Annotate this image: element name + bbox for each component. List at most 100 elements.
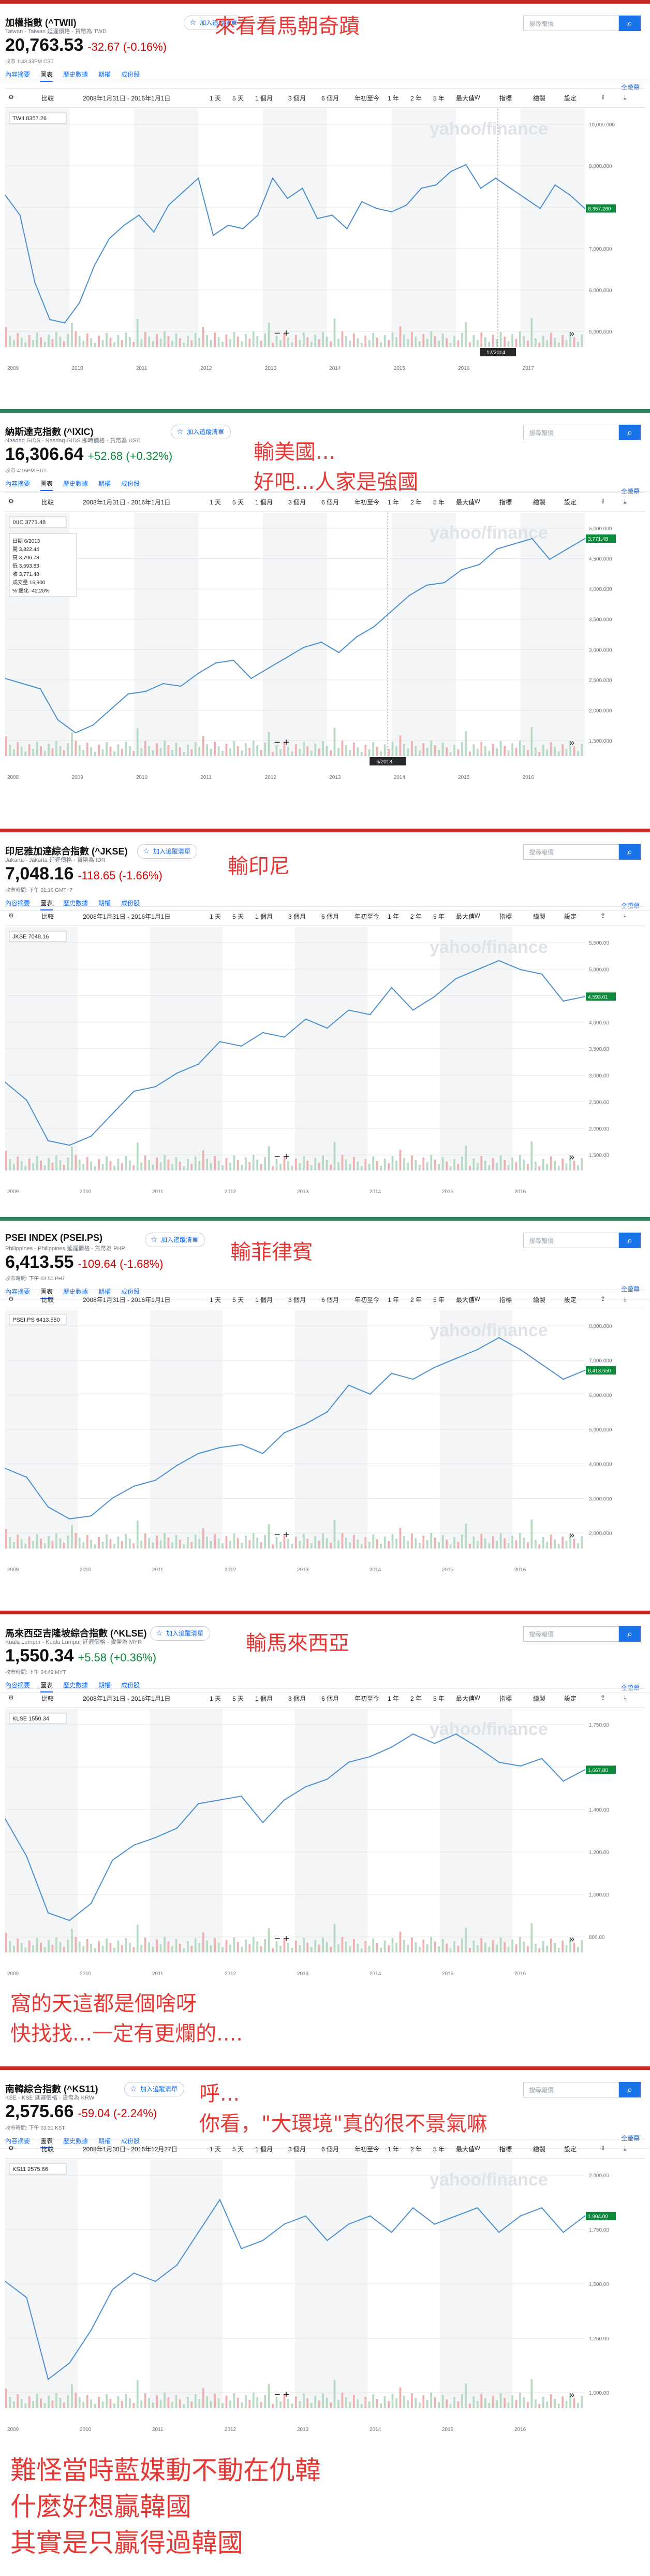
compare-button[interactable]: 比較: [41, 1296, 54, 1304]
scroll-right-icon[interactable]: »: [569, 2390, 574, 2400]
share-icon[interactable]: ⇪: [600, 1694, 606, 1701]
settings-button[interactable]: 設定: [564, 1296, 577, 1304]
add-watchlist-button[interactable]: ☆ 加入追蹤清單: [171, 425, 231, 439]
tab-2[interactable]: 歷史數據: [63, 1682, 88, 1689]
chart-svg[interactable]: 8,000.0007,000.0006,000.0005,000.0004,00…: [5, 1310, 645, 1574]
period-button[interactable]: 6 個月: [321, 1695, 339, 1702]
search-input[interactable]: 搜尋報價: [523, 425, 619, 440]
period-button[interactable]: 年初至今: [354, 2146, 380, 2153]
full-screen-link[interactable]: 全螢幕: [621, 1684, 640, 1691]
tab-4[interactable]: 成份股: [121, 71, 140, 78]
settings-icon[interactable]: ⚙: [8, 1694, 14, 1701]
download-icon[interactable]: ⤓: [624, 1295, 627, 1303]
compare-button[interactable]: 比較: [41, 2146, 54, 2153]
search-button[interactable]: ⌕: [619, 425, 641, 440]
period-button[interactable]: 2 年: [410, 913, 422, 920]
period-button[interactable]: 1 年: [388, 1296, 400, 1304]
search-button[interactable]: ⌕: [619, 2082, 641, 2097]
period-button[interactable]: 1 年: [388, 95, 400, 102]
indicators-button[interactable]: 指標: [499, 95, 512, 102]
search-input[interactable]: 搜尋報價: [523, 2082, 619, 2097]
full-screen-link[interactable]: 全螢幕: [621, 488, 640, 495]
period-button[interactable]: 6 個月: [321, 499, 339, 506]
period-button[interactable]: 3 個月: [288, 499, 306, 506]
search-button[interactable]: ⌕: [619, 1626, 641, 1642]
period-button[interactable]: 1 個月: [255, 95, 273, 102]
settings-button[interactable]: 設定: [564, 499, 577, 506]
zoom-controls[interactable]: − +: [274, 1933, 289, 1945]
tab-1[interactable]: 圖表: [40, 899, 53, 911]
draw-button[interactable]: 繪製: [533, 2146, 546, 2153]
settings-button[interactable]: 設定: [564, 2146, 577, 2153]
share-icon[interactable]: ⇪: [600, 498, 606, 505]
draw-button[interactable]: 繪製: [533, 1296, 546, 1304]
period-button[interactable]: 年初至今: [354, 95, 380, 102]
compare-button[interactable]: 比較: [41, 499, 54, 506]
zoom-controls[interactable]: − +: [274, 737, 289, 748]
interval-select[interactable]: 1W: [471, 1694, 480, 1701]
zoom-controls[interactable]: − +: [274, 2389, 289, 2400]
period-button[interactable]: 5 年: [433, 2146, 445, 2153]
settings-button[interactable]: 設定: [564, 95, 577, 102]
period-button[interactable]: 6 個月: [321, 913, 339, 920]
chart-svg[interactable]: 5,500.005,000.004,500.004,000.003,500.00…: [5, 927, 645, 1196]
period-button[interactable]: 3 個月: [288, 1296, 306, 1304]
period-button[interactable]: 5 年: [433, 1296, 445, 1304]
tab-3[interactable]: 期權: [98, 1682, 111, 1689]
share-icon[interactable]: ⇪: [600, 1295, 606, 1303]
tab-1[interactable]: 圖表: [40, 479, 53, 491]
period-button[interactable]: 最大值: [456, 913, 475, 920]
period-button[interactable]: 1 個月: [255, 2146, 273, 2153]
period-button[interactable]: 1 天: [210, 1695, 221, 1702]
tab-4[interactable]: 成份股: [121, 480, 140, 487]
period-button[interactable]: 最大值: [456, 499, 475, 506]
date-range-button[interactable]: 2008年1月31日 - 2016年1月1日: [83, 95, 171, 102]
search-button[interactable]: ⌕: [619, 844, 641, 860]
zoom-controls[interactable]: − +: [274, 1151, 289, 1163]
add-watchlist-button[interactable]: ☆ 加入追蹤清單: [145, 1233, 205, 1247]
interval-select[interactable]: 1W: [471, 94, 480, 101]
draw-button[interactable]: 繪製: [533, 95, 546, 102]
date-range-button[interactable]: 2008年1月31日 - 2016年1月1日: [83, 1296, 171, 1304]
period-button[interactable]: 1 天: [210, 913, 221, 920]
share-icon[interactable]: ⇪: [600, 2145, 606, 2152]
indicators-button[interactable]: 指標: [499, 913, 512, 920]
tab-3[interactable]: 期權: [98, 480, 111, 487]
period-button[interactable]: 1 個月: [255, 1695, 273, 1702]
tab-2[interactable]: 歷史數據: [63, 71, 88, 78]
add-watchlist-button[interactable]: ☆ 加入追蹤清單: [137, 844, 198, 859]
search-button[interactable]: ⌕: [619, 16, 641, 31]
period-button[interactable]: 3 個月: [288, 2146, 306, 2153]
period-button[interactable]: 5 天: [232, 1695, 244, 1702]
tab-0[interactable]: 內容摘要: [5, 71, 31, 78]
indicators-button[interactable]: 指標: [499, 499, 512, 506]
draw-button[interactable]: 繪製: [533, 1695, 546, 1702]
period-button[interactable]: 最大值: [456, 1296, 475, 1304]
period-button[interactable]: 5 年: [433, 1695, 445, 1702]
period-button[interactable]: 年初至今: [354, 1695, 380, 1702]
share-icon[interactable]: ⇪: [600, 912, 606, 919]
tab-2[interactable]: 歷史數據: [63, 480, 88, 487]
period-button[interactable]: 1 個月: [255, 913, 273, 920]
full-screen-link[interactable]: 全螢幕: [621, 1285, 640, 1293]
indicators-button[interactable]: 指標: [499, 1296, 512, 1304]
download-icon[interactable]: ⤓: [624, 1694, 627, 1701]
settings-icon[interactable]: ⚙: [8, 2145, 14, 2152]
period-button[interactable]: 1 天: [210, 2146, 221, 2153]
full-screen-link[interactable]: 全螢幕: [621, 902, 640, 909]
scroll-right-icon[interactable]: »: [569, 1530, 574, 1540]
settings-icon[interactable]: ⚙: [8, 94, 14, 101]
chart-svg[interactable]: 5,000.0004,500.0004,000.0003,500.0003,00…: [5, 513, 645, 782]
draw-button[interactable]: 繪製: [533, 499, 546, 506]
period-button[interactable]: 3 個月: [288, 95, 306, 102]
period-button[interactable]: 5 年: [433, 499, 445, 506]
zoom-controls[interactable]: − +: [274, 328, 289, 339]
date-range-button[interactable]: 2008年1月30日 - 2016年12月27日: [83, 2146, 178, 2153]
period-button[interactable]: 最大值: [456, 1695, 475, 1702]
period-button[interactable]: 5 天: [232, 2146, 244, 2153]
interval-select[interactable]: 1W: [471, 1295, 480, 1303]
chart-svg[interactable]: 1,750.001,600.001,400.001,200.001,000.00…: [5, 1709, 645, 1978]
scroll-right-icon[interactable]: »: [569, 1934, 574, 1944]
period-button[interactable]: 3 個月: [288, 913, 306, 920]
tab-2[interactable]: 歷史數據: [63, 900, 88, 907]
